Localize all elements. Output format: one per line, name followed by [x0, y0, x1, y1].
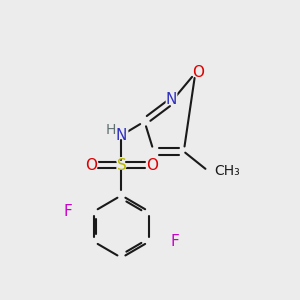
Text: S: S [116, 158, 126, 173]
Text: F: F [64, 204, 73, 219]
Text: S: S [115, 156, 128, 174]
Text: O: O [144, 156, 160, 174]
Text: N: N [114, 126, 129, 144]
Text: N: N [165, 92, 177, 107]
Text: F: F [62, 202, 74, 220]
Text: O: O [85, 158, 97, 173]
Text: H: H [106, 123, 116, 136]
Text: O: O [191, 63, 206, 81]
Text: O: O [83, 156, 98, 174]
Text: F: F [170, 234, 179, 249]
Text: F: F [168, 232, 181, 250]
Text: CH₃: CH₃ [214, 164, 240, 178]
Text: O: O [192, 65, 204, 80]
Text: N: N [164, 91, 178, 109]
Text: O: O [146, 158, 158, 173]
Text: N: N [116, 128, 127, 143]
